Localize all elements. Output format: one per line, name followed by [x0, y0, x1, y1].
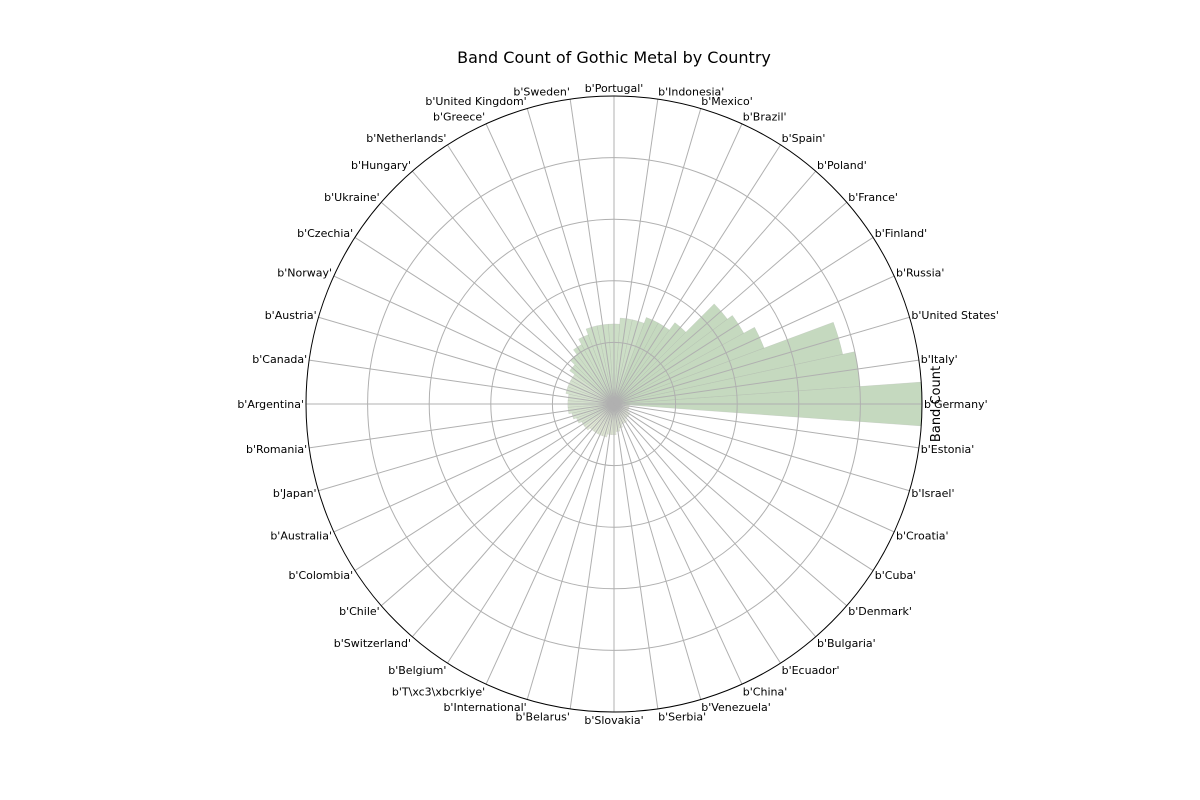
category-label-37: b'Ecuador' — [782, 664, 840, 677]
spoke-12 — [569, 99, 615, 405]
grid-group — [305, 95, 923, 713]
spoke-42 — [613, 403, 910, 492]
category-label-26: b'Colombia' — [288, 569, 353, 582]
category-label-11: b'Portugal' — [585, 82, 644, 95]
category-label-40: b'Cuba' — [875, 569, 916, 582]
spoke-34 — [613, 403, 659, 709]
category-label-27: b'Chile' — [339, 605, 380, 618]
spoke-28 — [411, 403, 615, 638]
spoke-29 — [447, 403, 615, 664]
category-label-9: b'Mexico' — [701, 95, 752, 108]
spoke-36 — [613, 403, 743, 685]
category-label-29: b'Belgium' — [388, 664, 446, 677]
spoke-31 — [526, 403, 615, 700]
spoke-5 — [613, 201, 848, 405]
spoke-32 — [569, 403, 615, 709]
category-label-17: b'Ukraine' — [324, 191, 380, 204]
spoke-14 — [485, 123, 615, 405]
spoke-43 — [613, 403, 919, 449]
spoke-39 — [613, 403, 848, 607]
category-label-15: b'Netherlands' — [366, 132, 446, 145]
spoke-15 — [447, 144, 615, 405]
category-label-28: b'Switzerland' — [334, 637, 411, 650]
spoke-9 — [613, 108, 702, 405]
category-label-16: b'Hungary' — [351, 159, 411, 172]
spoke-13 — [526, 108, 615, 405]
category-label-30: b'T\xc3\xbcrkiye' — [392, 686, 485, 699]
category-label-21: b'Canada' — [252, 353, 307, 366]
category-label-group: b'Germany' b'Italy' b'United States' b'Russ… — [237, 82, 999, 727]
category-label-7: b'Spain' — [782, 132, 826, 145]
grid-circle-2 — [428, 218, 800, 590]
category-label-33: b'Slovakia' — [584, 714, 643, 727]
grid-circle-3 — [367, 157, 861, 651]
spoke-4 — [613, 237, 874, 405]
category-label-25: b'Australia' — [270, 529, 332, 542]
category-label-18: b'Czechia' — [297, 227, 353, 240]
category-label-0: b'Germany' — [924, 398, 988, 411]
spoke-37 — [613, 403, 781, 664]
category-label-13: b'United Kingdom' — [425, 95, 526, 108]
category-label-1: b'Italy' — [921, 353, 958, 366]
spoke-7 — [613, 144, 781, 405]
category-label-20: b'Austria' — [265, 309, 317, 322]
spoke-16 — [411, 170, 615, 405]
spoke-8 — [613, 123, 743, 405]
category-label-35: b'Venezuela' — [701, 701, 771, 714]
category-label-8: b'Brazil' — [743, 111, 787, 124]
grid-circle-1 — [490, 280, 738, 528]
grid-circle-0 — [551, 341, 677, 467]
category-label-41: b'Croatia' — [896, 529, 949, 542]
spoke-24 — [318, 403, 615, 492]
spoke-30 — [485, 403, 615, 685]
category-label-34: b'Serbia' — [658, 711, 706, 724]
category-label-14: b'Greece' — [433, 111, 485, 124]
category-label-4: b'Finland' — [875, 227, 927, 240]
spoke-6 — [613, 170, 817, 405]
chart-title: Band Count of Gothic Metal by Country — [457, 48, 771, 67]
category-label-12: b'Sweden' — [513, 85, 570, 98]
spoke-38 — [613, 403, 817, 638]
y-axis-label: Band Count — [929, 366, 944, 442]
category-label-38: b'Bulgaria' — [817, 637, 876, 650]
category-label-23: b'Romania' — [246, 443, 307, 456]
spoke-23 — [309, 403, 615, 449]
spoke-10 — [613, 99, 659, 405]
category-label-43: b'Estonia' — [921, 443, 975, 456]
category-label-6: b'Poland' — [817, 159, 867, 172]
spoke-41 — [613, 403, 895, 533]
polar-frame — [305, 95, 923, 713]
category-label-3: b'Russia' — [896, 267, 944, 280]
category-label-2: b'United States' — [911, 309, 999, 322]
spoke-17 — [380, 201, 615, 405]
spoke-26 — [354, 403, 615, 571]
category-label-22: b'Argentina' — [237, 398, 304, 411]
spoke-25 — [333, 403, 615, 533]
category-label-19: b'Norway' — [277, 267, 332, 280]
spoke-35 — [613, 403, 702, 700]
category-label-36: b'China' — [743, 686, 787, 699]
spoke-20 — [318, 316, 615, 405]
spoke-19 — [333, 275, 615, 405]
spoke-21 — [309, 359, 615, 405]
category-label-32: b'Belarus' — [516, 711, 570, 724]
spoke-1 — [613, 359, 919, 405]
category-label-24: b'Japan' — [273, 487, 317, 500]
spoke-2 — [613, 316, 910, 405]
category-label-10: b'Indonesia' — [658, 85, 724, 98]
spoke-18 — [354, 237, 615, 405]
category-label-5: b'France' — [848, 191, 898, 204]
category-label-39: b'Denmark' — [848, 605, 912, 618]
category-label-42: b'Israel' — [911, 487, 954, 500]
spoke-3 — [613, 275, 895, 405]
category-label-31: b'International' — [443, 701, 526, 714]
spoke-27 — [380, 403, 615, 607]
spoke-40 — [613, 403, 874, 571]
